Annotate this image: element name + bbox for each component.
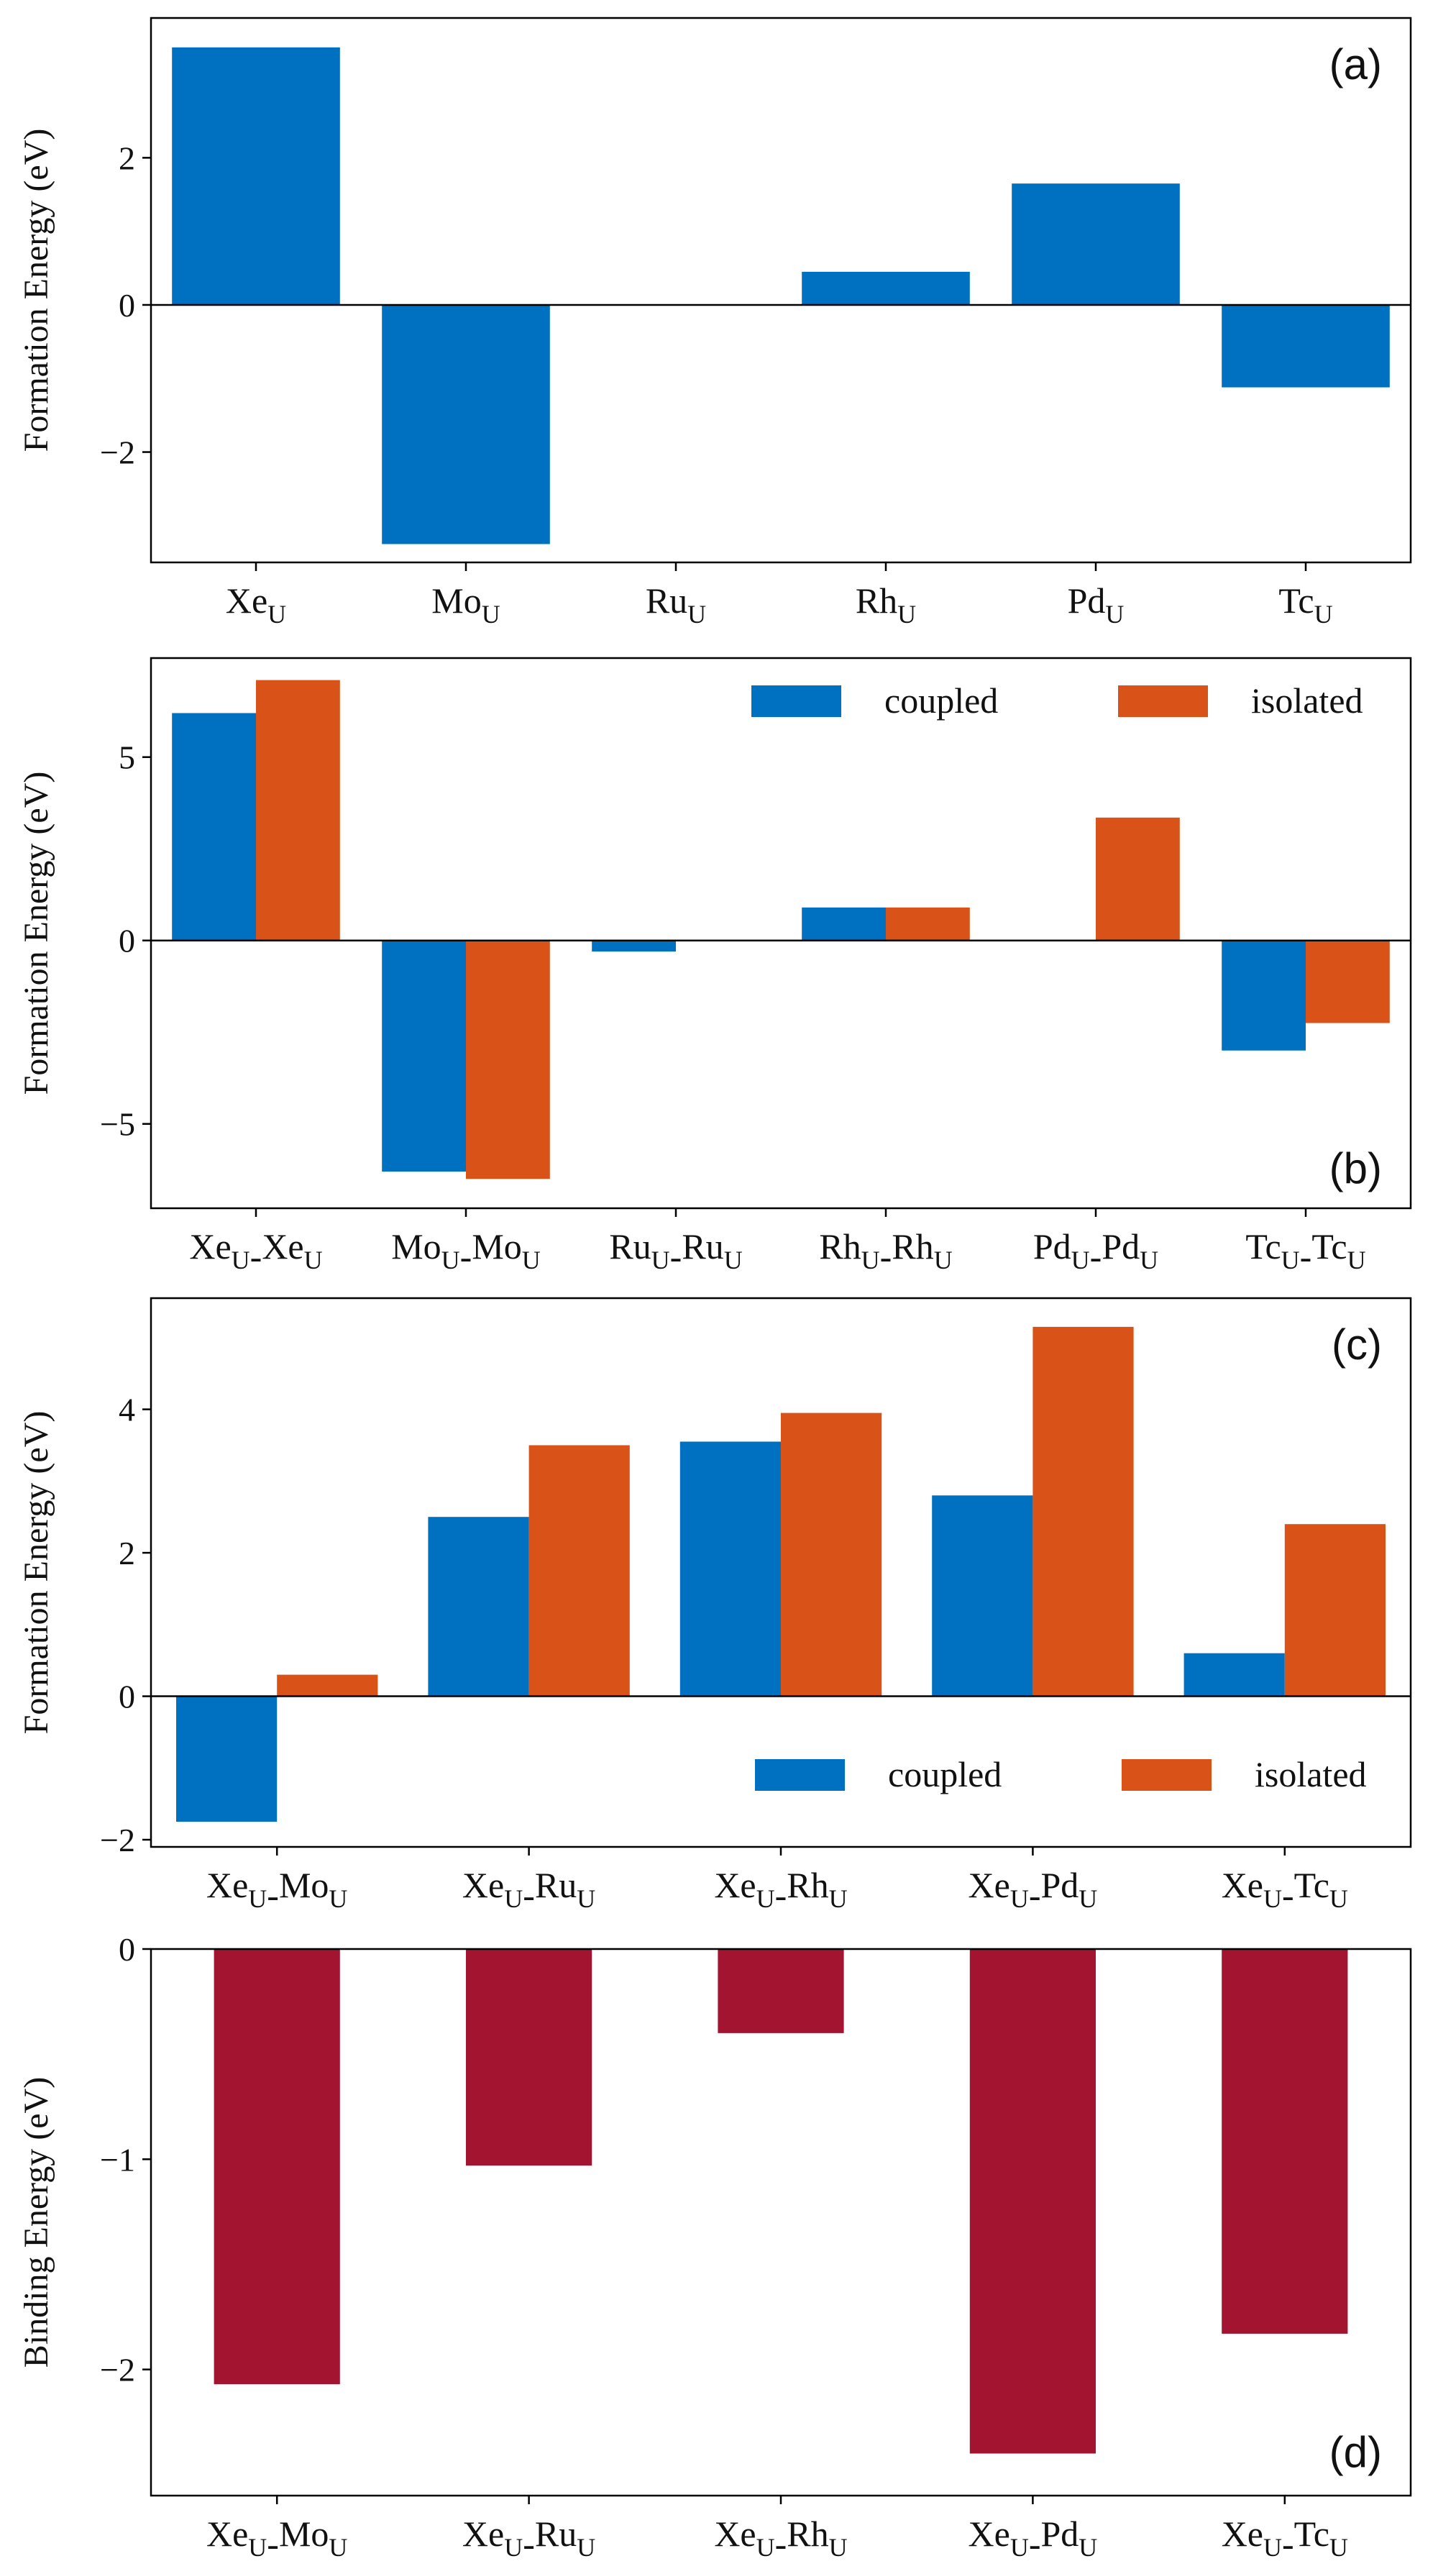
- legend-label-coupled: coupled: [888, 1754, 1002, 1794]
- bar-coupled-4: [932, 1495, 1033, 1697]
- bar-isolated-1: [277, 1674, 378, 1697]
- x-tick-label: PdU-PdU: [1033, 1226, 1158, 1277]
- legend-label-isolated: isolated: [1255, 1754, 1367, 1794]
- x-tick-label: XeU-MoU: [206, 1865, 347, 1915]
- panel-3: −2 0 2 4 XeU-MoU XeU-RuU XeU-RhU XeU-PdU XeU-TcU…: [17, 1297, 1412, 1915]
- bar-value-4: [802, 271, 970, 305]
- x-tick-label: TcU-TcU: [1245, 1226, 1365, 1277]
- bar-value-2: [466, 1949, 592, 2166]
- bar-isolated-5: [1284, 1524, 1386, 1697]
- legend-swatch-coupled: [751, 685, 841, 717]
- x-tick-label: MoU-MoU: [391, 1226, 541, 1277]
- bar-value-5: [1012, 183, 1180, 305]
- bar-coupled-1: [176, 1696, 278, 1822]
- x-tick-label: RhU-RhU: [819, 1226, 952, 1277]
- bar-value-1: [172, 47, 340, 305]
- bar-value-3: [718, 1949, 844, 2033]
- panel-4: −2 −1 0 XeU-MoU XeU-RuU XeU-RhU XeU-PdU XeU-TcU…: [17, 1931, 1412, 2564]
- y-tick-label: 0: [119, 1679, 135, 1715]
- y-tick-label: 5: [119, 739, 135, 776]
- x-tick-label: RhU: [856, 580, 916, 629]
- x-tick-label: XeU-MoU: [206, 2514, 347, 2564]
- bar-coupled-4: [802, 907, 886, 941]
- bar-value-6: [1222, 305, 1390, 388]
- y-tick-label: 2: [119, 1535, 135, 1571]
- y-tick-label: −5: [100, 1106, 135, 1143]
- legend-swatch-isolated: [1122, 1759, 1212, 1791]
- plot-frame: [150, 657, 1412, 1210]
- y-axis-label: Binding Energy (eV): [17, 2077, 55, 2368]
- legend-swatch-coupled: [755, 1759, 845, 1791]
- bar-isolated-4: [1033, 1326, 1134, 1697]
- x-tick-label: XeU-RuU: [462, 2514, 595, 2564]
- legend-label-isolated: isolated: [1251, 680, 1363, 721]
- panel-label: (c): [1332, 1320, 1382, 1369]
- x-tick-label: XeU-RhU: [714, 2514, 847, 2564]
- x-tick-label: XeU: [226, 580, 286, 629]
- bar-coupled-1: [172, 713, 256, 941]
- x-tick-label: RuU-RuU: [609, 1226, 742, 1277]
- bar-isolated-5: [1096, 817, 1180, 941]
- y-tick-label: 0: [119, 923, 135, 959]
- bar-isolated-6: [1306, 940, 1390, 1023]
- bar-coupled-3: [592, 940, 676, 951]
- y-axis-label: Formation Energy (eV): [17, 772, 55, 1095]
- legend: coupled isolated: [751, 680, 1363, 721]
- bar-isolated-2: [466, 940, 550, 1179]
- x-tick-label: XeU-TcU: [1222, 2514, 1348, 2564]
- legend-label-coupled: coupled: [884, 680, 998, 721]
- panel-label: (a): [1329, 40, 1382, 88]
- x-tick-label: XeU-PdU: [969, 1865, 1098, 1915]
- bar-isolated-2: [528, 1445, 630, 1697]
- bar-isolated-1: [256, 680, 340, 941]
- y-axis-label: Formation Energy (eV): [17, 1411, 55, 1735]
- bar-value-4: [969, 1949, 1096, 2454]
- y-tick-label: −2: [100, 434, 135, 471]
- x-tick-label: XeU-XeU: [189, 1226, 322, 1277]
- bar-coupled-2: [428, 1517, 529, 1697]
- y-axis-label: Formation Energy (eV): [17, 129, 55, 452]
- x-tick-label: TcU: [1278, 580, 1332, 629]
- panel-1: −2 0 2 XeU MoU RuU RhU PdU TcU Formation Energy (…: [17, 17, 1412, 629]
- bar-isolated-4: [886, 907, 970, 941]
- y-tick-label: −1: [100, 2141, 135, 2178]
- y-tick-label: 4: [119, 1392, 135, 1428]
- legend: coupled isolated: [755, 1754, 1367, 1794]
- bar-value-1: [214, 1949, 340, 2385]
- y-tick-label: −2: [100, 1822, 135, 1858]
- x-tick-label: XeU-RhU: [714, 1865, 847, 1915]
- x-tick-label: PdU: [1068, 580, 1125, 629]
- bar-value-5: [1222, 1949, 1348, 2334]
- y-tick-label: −2: [100, 2352, 135, 2388]
- panel-label: (b): [1329, 1144, 1382, 1192]
- y-tick-label: 2: [119, 140, 135, 176]
- x-tick-label: XeU-TcU: [1222, 1865, 1348, 1915]
- x-tick-label: RuU: [646, 580, 706, 629]
- x-tick-label: MoU: [431, 580, 500, 629]
- legend-swatch-isolated: [1118, 685, 1208, 717]
- x-tick-label: XeU-PdU: [969, 2514, 1098, 2564]
- bar-coupled-3: [679, 1441, 781, 1697]
- y-tick-label: 0: [119, 287, 135, 324]
- bar-isolated-3: [781, 1412, 882, 1697]
- y-tick-label: 0: [119, 1931, 135, 1968]
- panel-label: (d): [1329, 2428, 1382, 2476]
- bar-coupled-2: [382, 940, 466, 1172]
- x-tick-label: XeU-RuU: [462, 1865, 595, 1915]
- panel-2: −5 0 5 XeU-XeU MoU-MoU RuU-RuU RhU-RhU PdU-PdU T…: [17, 657, 1412, 1277]
- plot-frame: [150, 17, 1412, 564]
- bar-coupled-6: [1222, 940, 1306, 1051]
- bar-value-2: [382, 305, 550, 544]
- bar-coupled-5: [1183, 1653, 1285, 1697]
